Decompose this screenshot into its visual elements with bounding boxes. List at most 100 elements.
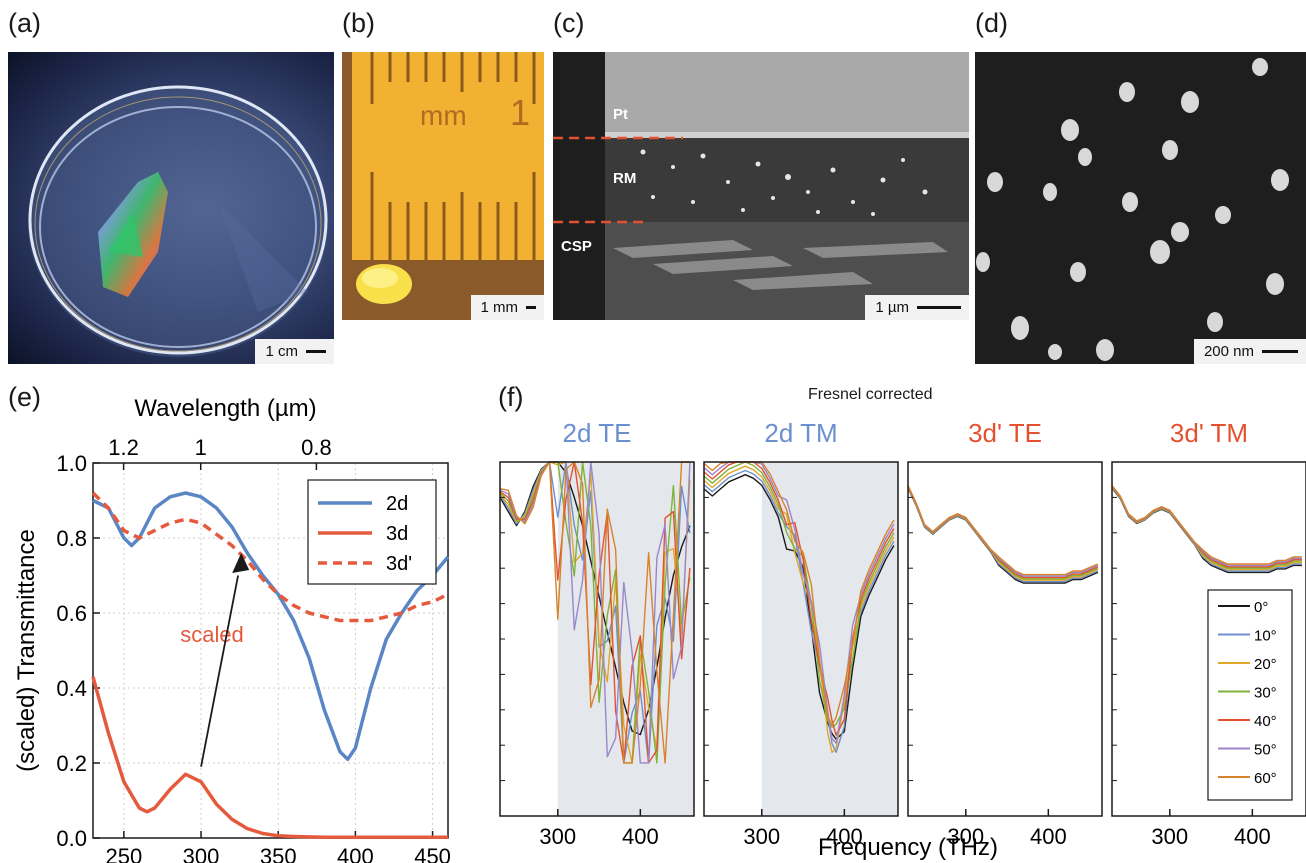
panel-label-d: (d) — [975, 8, 1008, 38]
x-tick-label: 300 — [183, 844, 220, 863]
plot-frame-e — [92, 462, 449, 839]
legend-label: 50° — [1254, 742, 1277, 759]
y-tick-label: 0.0 — [56, 826, 87, 851]
series-line-60° — [907, 485, 1099, 576]
photo-a-petri-dish: 1 cm — [8, 52, 334, 364]
scale-bar-d-label: 200 nm — [1203, 343, 1254, 360]
panel-label-b: (b) — [342, 8, 375, 38]
ruler-illustration — [352, 52, 544, 304]
top-axis-label: Wavelength (µm) — [134, 395, 316, 422]
top-tick-label: 0.8 — [301, 435, 332, 460]
x-tick-label: 300 — [947, 824, 984, 849]
legend-box — [1207, 589, 1293, 801]
scale-bar-b: 1 mm — [470, 295, 544, 320]
petri-dish-illustration — [28, 85, 328, 357]
scale-bar-c: 1 µm — [865, 295, 969, 320]
x-tick-label: 400 — [622, 824, 659, 849]
subplot-title: 2d TM — [764, 418, 837, 448]
scale-bar-a: 1 cm — [255, 339, 334, 364]
x-tick-label: 450 — [414, 844, 451, 863]
legend-label: 0° — [1254, 599, 1268, 616]
series-line-40° — [907, 486, 1099, 579]
series-line-60° — [499, 461, 690, 764]
x-tick-label: 300 — [743, 824, 780, 849]
scale-bar-d: 200 nm — [1193, 339, 1306, 364]
legend-label: 60° — [1254, 770, 1277, 787]
panel-label-e: (e) — [8, 382, 41, 412]
nanoparticle-illustration — [976, 58, 1289, 361]
photo-b-ruler: mm 1 1 mm — [342, 52, 544, 320]
legend-label: 3d — [386, 523, 408, 545]
panel-label-f: (f) — [498, 382, 524, 412]
x-tick-label: 300 — [539, 824, 576, 849]
top-tick-label: 1.2 — [108, 435, 139, 460]
series-line-40° — [499, 461, 691, 764]
subplot-3: 3d' TM 300 400 — [1111, 418, 1306, 849]
subplot-frame — [907, 461, 1103, 817]
scale-bar-c-label: 1 µm — [875, 299, 909, 316]
chart-e-transmittance: 250 300 350 400 450 0.0 0.2 0.4 0.6 0.8 1.0 1.2 1 0.8… — [13, 395, 451, 863]
series-line-0° — [907, 487, 1099, 584]
x-tick-label: 400 — [337, 844, 374, 863]
top-tick-label: 1 — [195, 435, 207, 460]
scale-bar-a-label: 1 cm — [265, 343, 298, 360]
x-tick-label: 400 — [1234, 824, 1271, 849]
shaded-region — [761, 462, 898, 816]
x-tick-label: 250 — [106, 844, 143, 863]
series-line-3d — [91, 676, 448, 840]
legend-label: 3d' — [386, 553, 412, 575]
layer-label-pt: Pt — [613, 106, 628, 123]
annotation-arrow-line — [200, 575, 239, 767]
x-axis-label: Frequency (THz) — [818, 834, 998, 861]
scale-bar-c-line — [917, 306, 961, 309]
photo-d-sem-top-view: 200 nm — [975, 52, 1306, 364]
y-tick-label: 0.2 — [56, 751, 87, 776]
annotation-scaled: scaled — [180, 622, 244, 647]
legend-label: 2d — [386, 493, 408, 515]
x-tick-label: 300 — [1151, 824, 1188, 849]
scale-bar-b-line — [526, 306, 536, 309]
series-line-50° — [499, 461, 691, 764]
x-tick-label: 400 — [826, 824, 863, 849]
subplot-0: 2d TE 300 400 — [499, 418, 695, 849]
ruler-unit-label: mm — [420, 100, 467, 131]
y-axis-label: (scaled) Transmittance — [13, 529, 40, 772]
panel-label-c: (c) — [553, 8, 585, 38]
scale-bar-b-label: 1 mm — [480, 299, 519, 316]
subplot-2: 3d' TE 300 400 — [907, 418, 1103, 849]
annotation-arrow-head — [232, 553, 250, 573]
subplot-title: 2d TE — [563, 418, 632, 448]
scale-bar-d-line — [1262, 350, 1298, 353]
series-line-0° — [703, 474, 895, 740]
series-line-60° — [1111, 485, 1302, 565]
series-line-3d' — [91, 491, 449, 623]
series-line-10° — [907, 487, 1099, 583]
ruler-number-label: 1 — [510, 92, 531, 133]
y-tick-label: 0.4 — [56, 676, 87, 701]
scale-bar-a-line — [306, 350, 326, 353]
series-line-30° — [907, 486, 1099, 580]
layer-label-rm: RM — [613, 170, 637, 187]
series-line-20° — [907, 486, 1099, 581]
x-tick-label: 400 — [1030, 824, 1067, 849]
subplot-title: 3d' TE — [968, 418, 1042, 448]
legend-f: 0° 10° 20° 30° 40° 50° 60° — [1207, 589, 1293, 801]
legend-label: 10° — [1254, 628, 1277, 645]
series-line-30° — [703, 461, 895, 728]
y-tick-label: 1.0 — [56, 451, 87, 476]
legend-label: 20° — [1254, 656, 1277, 673]
legend-label: 30° — [1254, 685, 1277, 702]
legend-label: 40° — [1254, 713, 1277, 730]
series-line-30° — [499, 461, 691, 764]
legend-e: 2d 3d 3d' — [307, 479, 437, 585]
y-tick-label: 0.6 — [56, 601, 87, 626]
x-tick-label: 350 — [260, 844, 297, 863]
layer-label-csp: CSP — [561, 238, 592, 255]
cross-section-illustration — [553, 52, 969, 320]
subplot-title: 3d' TM — [1170, 418, 1248, 448]
panel-f-header: Fresnel corrected — [808, 386, 933, 403]
subplot-1: 2d TM 300 400 — [703, 418, 899, 849]
panel-label-a: (a) — [8, 8, 41, 38]
y-tick-label: 0.8 — [56, 526, 87, 551]
